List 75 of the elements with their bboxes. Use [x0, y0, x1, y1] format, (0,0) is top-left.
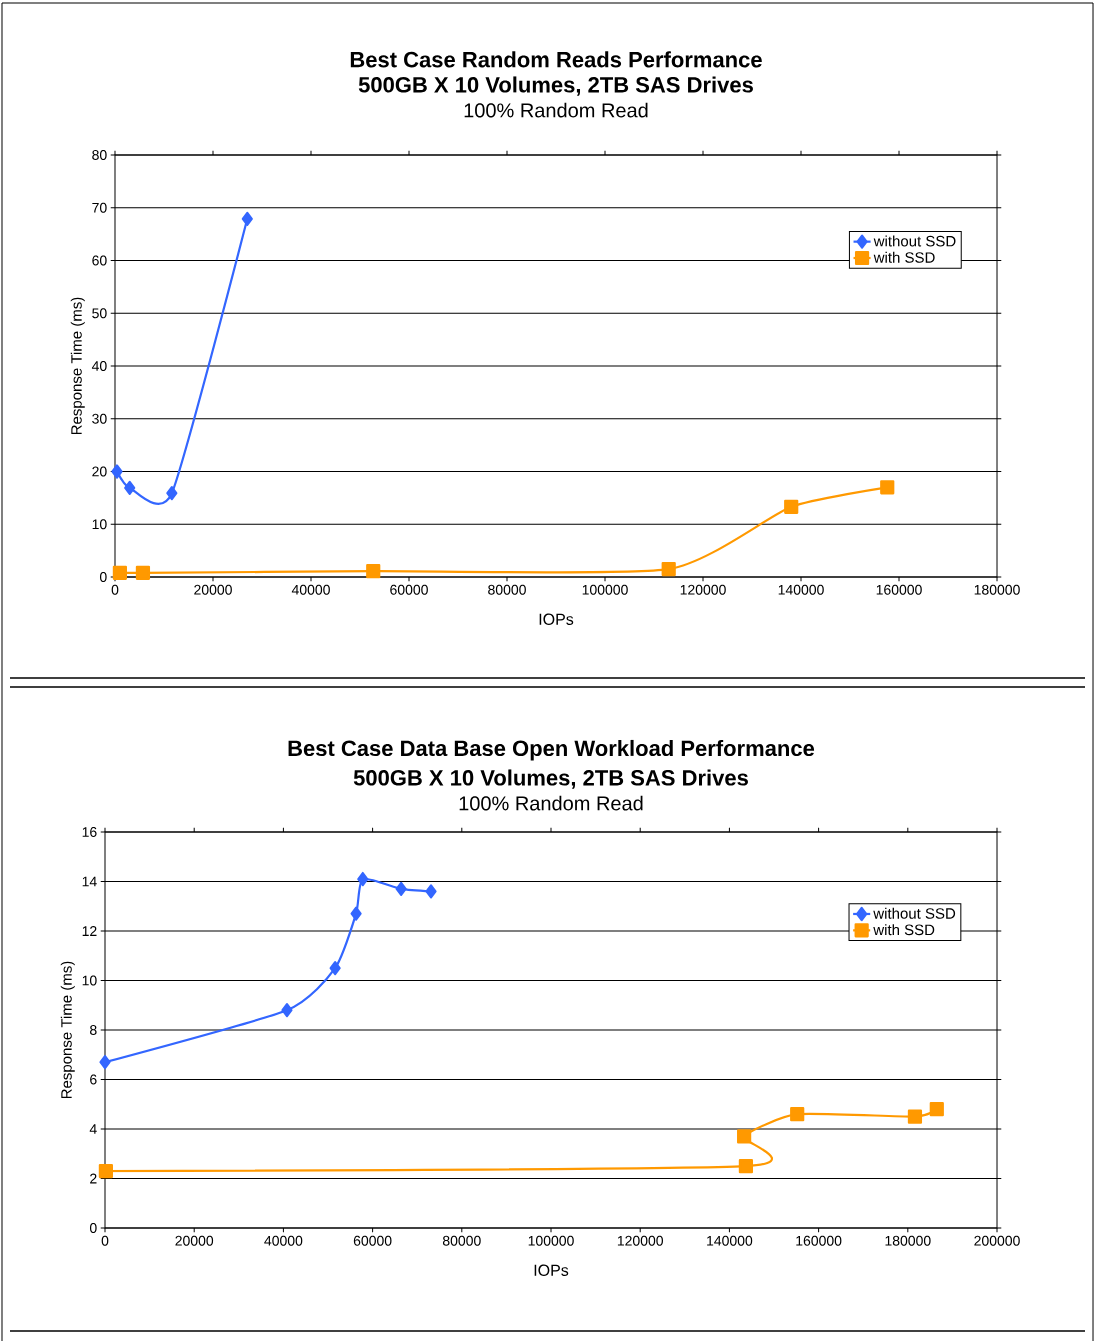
chart-subtitle: 500GB X 10 Volumes, 2TB SAS Drives — [353, 769, 748, 789]
y-tick-label: 50 — [92, 308, 107, 319]
x-tick-label: 80000 — [442, 1235, 481, 1246]
x-tick-label: 160000 — [876, 584, 922, 595]
x-tick-label: 60000 — [390, 584, 428, 595]
point — [366, 564, 381, 579]
chart-title: Best Case Random Reads Performance — [350, 51, 762, 68]
legend-label: with SSD — [873, 924, 935, 936]
y-tick-label: 60 — [92, 255, 107, 266]
x-tick-label: 0 — [111, 584, 119, 595]
point — [241, 211, 253, 226]
point — [329, 961, 341, 976]
x-tick-label: 20000 — [194, 584, 232, 595]
y-axis-title: Response Time (ms) — [70, 297, 85, 435]
x-tick-label: 200000 — [974, 1235, 1020, 1246]
y-tick-label: 12 — [82, 926, 97, 936]
point — [124, 480, 136, 495]
y-tick-label: 10 — [82, 975, 97, 986]
x-tick-label: 180000 — [885, 1235, 931, 1246]
y-tick-label: 16 — [82, 827, 97, 837]
point — [907, 1109, 923, 1124]
x-tick-label: 60000 — [353, 1235, 392, 1246]
legend-label: without SSD — [873, 235, 956, 247]
point — [395, 881, 407, 897]
point — [281, 1003, 293, 1018]
x-tick-label: 20000 — [175, 1235, 214, 1246]
point — [737, 1129, 752, 1144]
x-tick-label: 120000 — [617, 1235, 664, 1246]
y-tick-label: 80 — [92, 150, 107, 160]
chart-subtitle: 500GB X 10 Volumes, 2TB SAS Drives — [358, 76, 753, 96]
point — [790, 1107, 805, 1122]
x-axis-title: IOPs — [534, 1264, 569, 1276]
x-tick-label: 100000 — [528, 1235, 574, 1246]
point — [357, 871, 369, 887]
x-tick-label: 140000 — [778, 584, 824, 595]
y-tick-label: 20 — [92, 466, 107, 477]
point — [880, 480, 895, 495]
point — [784, 499, 799, 514]
legend-label: without SSD — [873, 907, 956, 919]
y-tick-label: 4 — [89, 1124, 97, 1134]
y-tick-label: 6 — [90, 1074, 97, 1085]
x-tick-label: 40000 — [264, 1235, 303, 1246]
y-tick-label: 0 — [89, 1223, 97, 1233]
point — [111, 464, 123, 479]
y-tick-label: 2 — [90, 1173, 97, 1184]
point — [98, 1163, 113, 1179]
x-tick-label: 120000 — [680, 584, 726, 595]
y-tick-label: 30 — [92, 413, 107, 424]
x-tick-label: 140000 — [707, 1235, 753, 1246]
point — [661, 561, 676, 577]
y-tick-label: 10 — [92, 519, 107, 530]
x-tick-label: 100000 — [582, 584, 628, 595]
chart-title: Best Case Data Base Open Workload Performance — [288, 739, 815, 761]
x-tick-label: 80000 — [488, 584, 526, 595]
y-tick-label: 14 — [82, 876, 97, 887]
point — [99, 1055, 111, 1070]
x-tick-label: 160000 — [796, 1235, 842, 1246]
point — [738, 1159, 754, 1174]
point — [425, 884, 437, 899]
legend-label: with SSD — [873, 251, 935, 263]
x-tick-label: 180000 — [974, 584, 1020, 595]
point — [166, 486, 178, 501]
y-tick-label: 8 — [90, 1025, 97, 1035]
x-axis-title: IOPs — [539, 613, 574, 625]
point — [112, 565, 127, 580]
y-tick-label: 70 — [92, 202, 107, 213]
y-tick-label: 40 — [91, 361, 107, 371]
point — [135, 565, 151, 580]
point — [929, 1102, 944, 1117]
text: 100% Random Read — [459, 795, 643, 811]
y-axis-title: Response Time (ms) — [60, 961, 75, 1099]
text: 100% Random Read — [464, 102, 648, 118]
x-tick-label: 40000 — [291, 584, 330, 595]
point — [350, 906, 362, 921]
y-tick-label: 0 — [99, 572, 107, 582]
